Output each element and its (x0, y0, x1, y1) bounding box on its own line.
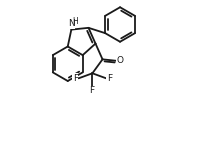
Text: F: F (89, 86, 94, 95)
Text: O: O (117, 56, 124, 65)
Text: N: N (68, 20, 75, 28)
Text: F: F (107, 74, 112, 83)
Text: H: H (73, 17, 78, 26)
Text: F: F (73, 74, 78, 83)
